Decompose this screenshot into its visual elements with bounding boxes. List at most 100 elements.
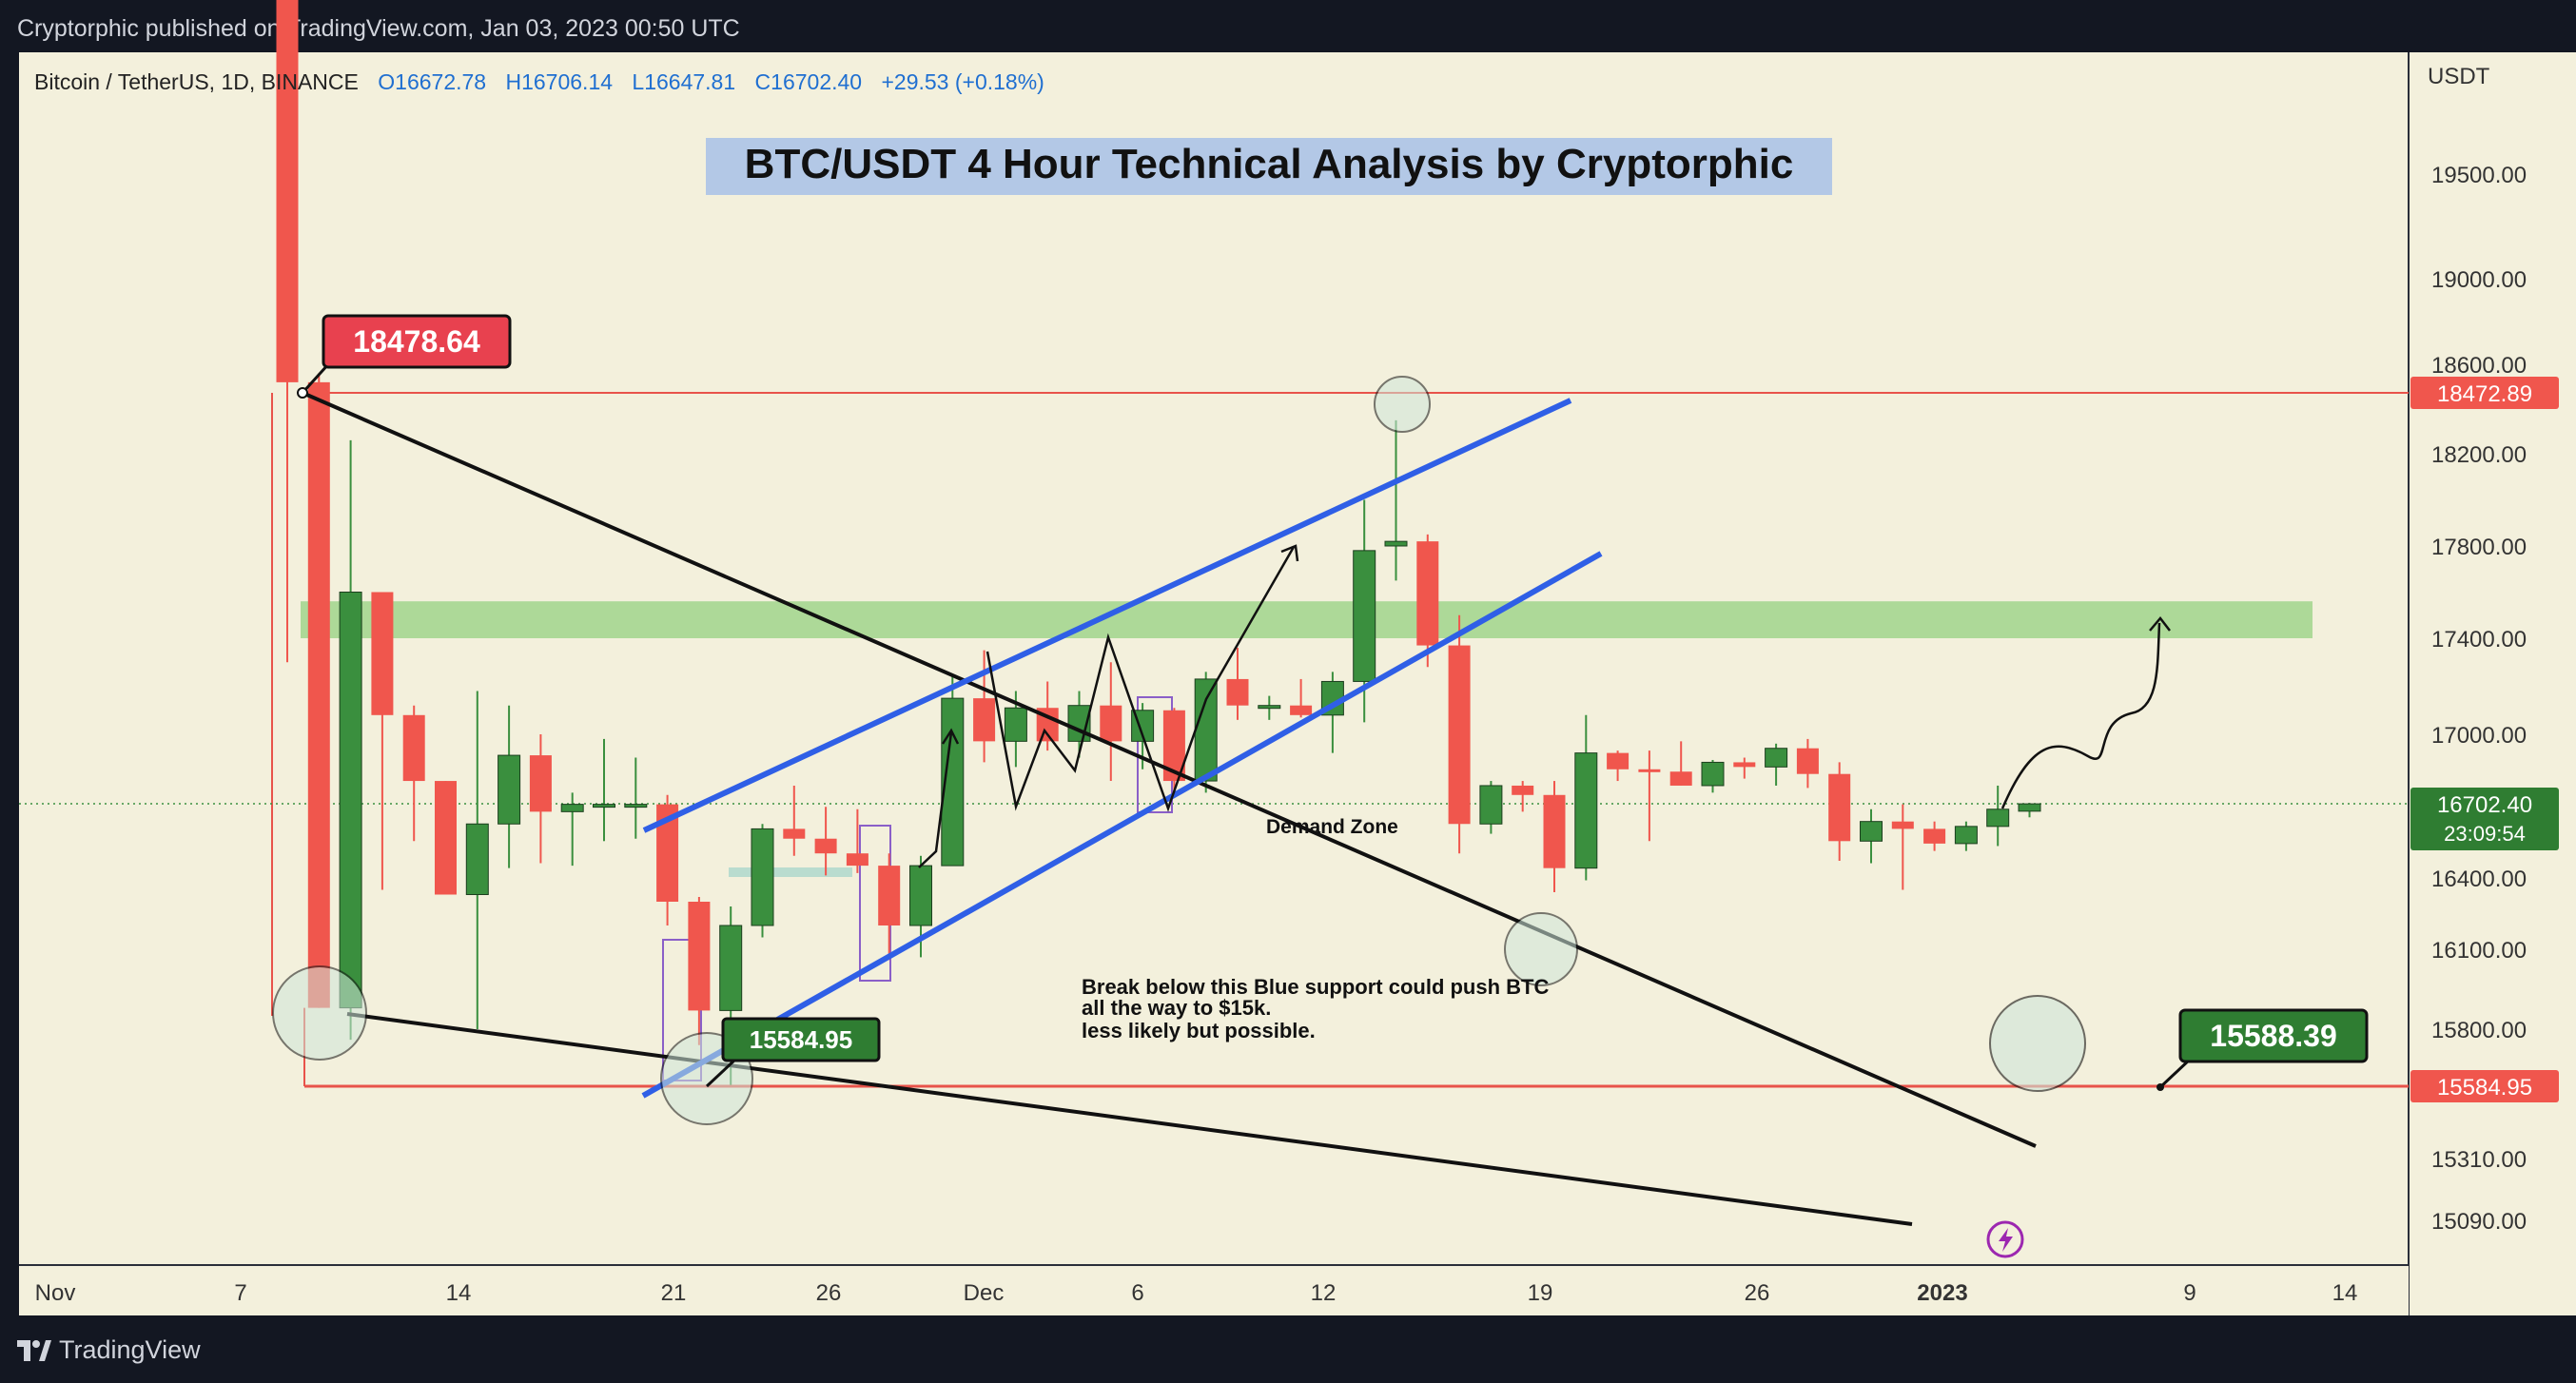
- projection-arrowhead: [2149, 616, 2171, 632]
- ohlc-open: O16672.78: [378, 69, 486, 94]
- price-tick-label: 16400.00: [2431, 867, 2527, 892]
- candle: [307, 373, 330, 1008]
- price-tick-label: 19500.00: [2431, 163, 2527, 188]
- highlight-circle: [1374, 376, 1431, 433]
- price-axis[interactable]: 15090.00 15310.00 15800.00 16100.00 16400.00…: [2431, 163, 2527, 1235]
- candle-body: [1384, 540, 1408, 547]
- lightning-icon[interactable]: [1986, 1220, 2024, 1258]
- candle-body: [560, 804, 584, 812]
- high-callout-text: 18478.64: [353, 324, 480, 359]
- price-tick-label: 15310.00: [2431, 1147, 2527, 1173]
- candle: [435, 781, 457, 895]
- candle-body: [1796, 748, 1819, 774]
- candle-body: [941, 697, 965, 867]
- projection-path: [2000, 622, 2161, 809]
- price-tick-label: 18600.00: [2431, 353, 2527, 379]
- price-axis-bg: [2409, 52, 2576, 1315]
- time-axis[interactable]: Nov 7 14 21 26 Dec 6 12 19 26 2023 9 14: [35, 1280, 2358, 1306]
- candle: [1986, 785, 2010, 847]
- target-callout-text: 15588.39: [2210, 1019, 2336, 1053]
- candle: [498, 705, 521, 868]
- candle-body: [1638, 769, 1661, 772]
- note-line: Break below this Blue support could push…: [1082, 975, 1549, 999]
- candle: [751, 824, 774, 938]
- zigzag-arrowhead: [1280, 544, 1299, 562]
- candle: [1479, 781, 1503, 834]
- last-price-tag: [2410, 788, 2559, 850]
- candle-body: [1258, 705, 1281, 710]
- demand-zone-band: [301, 601, 2313, 638]
- small-up-arrowhead: [941, 728, 960, 745]
- callout-pointer: [705, 1057, 738, 1088]
- candle: [1512, 781, 1534, 812]
- candle-body: [1448, 645, 1471, 825]
- zigzag-path: [986, 546, 1296, 812]
- time-axis-bg: [19, 1265, 2409, 1315]
- tradingview-logo[interactable]: TradingView: [17, 1335, 201, 1365]
- time-tick-label: 26: [1745, 1280, 1770, 1306]
- candle-body: [1004, 707, 1027, 742]
- ohlc-change: +29.53 (+0.18%): [881, 69, 1044, 94]
- candle-body: [1765, 748, 1788, 768]
- price-tick-label: 16100.00: [2431, 938, 2527, 964]
- price-tick-label: 17400.00: [2431, 627, 2527, 653]
- high-callout-box: [322, 314, 512, 369]
- candle: [1796, 738, 1819, 789]
- note-line: less likely but possible.: [1082, 1019, 1316, 1042]
- publish-info: Cryptorphic published on TradingView.com…: [17, 15, 740, 42]
- ohlc-close: C16702.40: [755, 69, 863, 94]
- candle: [1162, 708, 1185, 798]
- candle-body: [1226, 678, 1249, 706]
- price-tick-label: 15800.00: [2431, 1018, 2527, 1043]
- candle: [1574, 714, 1598, 881]
- candle: [688, 897, 711, 1045]
- candle-body: [656, 804, 679, 902]
- candle-body: [688, 902, 711, 1011]
- candle-body: [909, 865, 932, 926]
- candle: [1258, 695, 1281, 720]
- candle: [1543, 781, 1566, 892]
- candle: [941, 676, 965, 867]
- candle-body: [371, 592, 394, 715]
- low-callout-text: 15584.95: [750, 1025, 852, 1054]
- candle-body: [1194, 678, 1218, 782]
- candle-body: [1828, 773, 1851, 842]
- candle: [1194, 672, 1218, 793]
- candle-body: [783, 828, 806, 839]
- range-box-cyan: [729, 867, 852, 877]
- time-tick-label: 2023: [1917, 1280, 1967, 1306]
- candle-body: [973, 698, 996, 742]
- callout-anchor: [297, 387, 308, 399]
- candle: [1891, 804, 1914, 890]
- candle-body: [339, 592, 362, 1009]
- candle-body: [307, 381, 330, 1008]
- symbol-name: Bitcoin / TetherUS, 1D, BINANCE: [34, 69, 359, 94]
- candle-body: [1954, 826, 1978, 845]
- channel-lower-line: [641, 551, 1603, 1099]
- demand-zone-label: Demand Zone: [1266, 816, 1398, 838]
- bar-countdown: 23:09:54: [2444, 822, 2526, 846]
- candle-body: [1290, 705, 1313, 715]
- candle-body: [1162, 710, 1185, 782]
- support-price-label: 15584.95: [2437, 1075, 2532, 1101]
- candle-body: [465, 823, 489, 895]
- analysis-note: Break below this Blue support could push…: [1082, 975, 1555, 1042]
- time-tick-label: 26: [816, 1280, 842, 1306]
- candle: [783, 785, 806, 856]
- candle-body: [1701, 761, 1725, 787]
- candle-body: [435, 781, 457, 895]
- candle: [878, 853, 901, 961]
- candle: [1954, 821, 1978, 851]
- candle: [371, 592, 394, 890]
- symbol-legend: Bitcoin / TetherUS, 1D, BINANCE O16672.7…: [34, 69, 1044, 94]
- time-tick-label: 21: [661, 1280, 687, 1306]
- candle-body: [1733, 762, 1756, 768]
- candle-body: [878, 866, 901, 925]
- candle-body: [846, 853, 868, 867]
- candle: [593, 738, 615, 842]
- candle: [1100, 662, 1122, 782]
- chart-title: BTC/USDT 4 Hour Technical Analysis by Cr…: [745, 141, 1794, 187]
- candle: [1669, 741, 1692, 786]
- candle: [1860, 808, 1883, 864]
